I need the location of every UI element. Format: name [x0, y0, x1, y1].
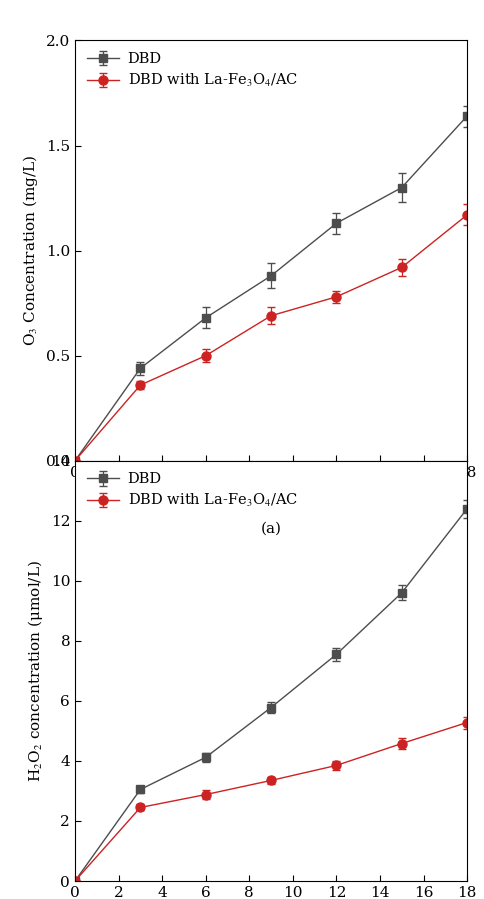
Y-axis label: O$_3$ Concentration (mg/L): O$_3$ Concentration (mg/L) [21, 155, 40, 346]
Text: (a): (a) [260, 521, 282, 536]
Legend: DBD, DBD with La-Fe$_3$O$_4$/AC: DBD, DBD with La-Fe$_3$O$_4$/AC [82, 48, 302, 93]
Y-axis label: H$_2$O$_2$ concentration (μmol/L): H$_2$O$_2$ concentration (μmol/L) [26, 560, 45, 782]
Legend: DBD, DBD with La-Fe$_3$O$_4$/AC: DBD, DBD with La-Fe$_3$O$_4$/AC [82, 468, 302, 513]
X-axis label: Time (min): Time (min) [225, 485, 317, 503]
